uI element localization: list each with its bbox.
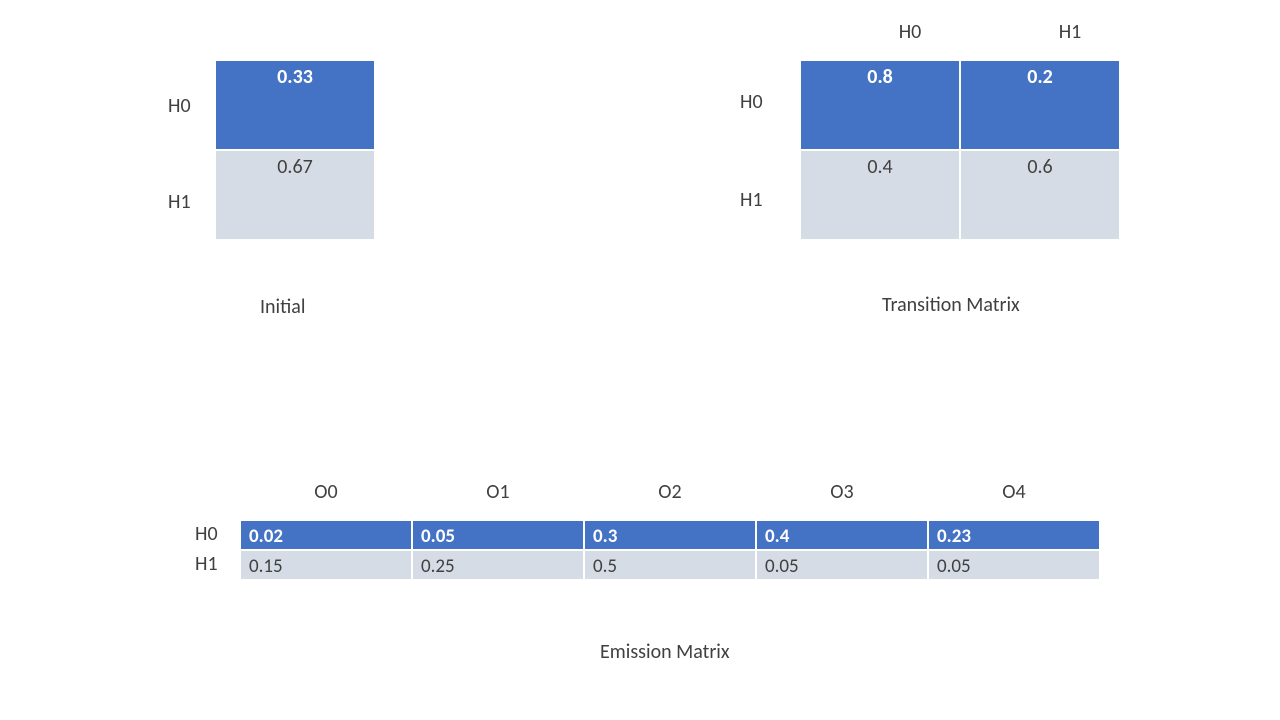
emission-cell-r0c4: 0.23: [928, 520, 1100, 550]
transition-col-label-h1: H1: [990, 20, 1150, 44]
emission-value-r1c0: 0.15: [249, 555, 283, 578]
emission-value-r0c1: 0.05: [421, 525, 455, 548]
transition-value-r1c0: 0.4: [867, 155, 892, 179]
initial-caption: Initial: [260, 295, 305, 319]
initial-value-h0: 0.33: [277, 65, 313, 89]
transition-row-label-h1: H1: [740, 188, 763, 212]
emission-col-label-o3: O3: [756, 480, 928, 504]
emission-value-r1c4: 0.05: [937, 555, 971, 578]
emission-cell-r1c1: 0.25: [412, 550, 584, 580]
transition-value-r0c0: 0.8: [867, 65, 893, 89]
emission-col-label-o0: O0: [240, 480, 412, 504]
emission-cell-r1c2: 0.5: [584, 550, 756, 580]
emission-value-r1c1: 0.25: [421, 555, 455, 578]
emission-caption: Emission Matrix: [600, 640, 730, 664]
emission-cell-r1c3: 0.05: [756, 550, 928, 580]
emission-cell-r1c0: 0.15: [240, 550, 412, 580]
emission-value-r0c4: 0.23: [937, 525, 971, 548]
transition-col-label-h0: H0: [830, 20, 990, 44]
emission-cell-r0c2: 0.3: [584, 520, 756, 550]
transition-cell-r0c0: 0.8: [800, 60, 960, 150]
initial-cell-h1: 0.67: [215, 150, 375, 240]
emission-cell-r0c1: 0.05: [412, 520, 584, 550]
emission-value-r0c3: 0.4: [765, 525, 789, 548]
initial-row-label-h0: H0: [168, 94, 191, 118]
emission-col-label-o2: O2: [584, 480, 756, 504]
emission-value-r1c2: 0.5: [593, 555, 617, 578]
transition-row-label-h0: H0: [740, 90, 763, 114]
transition-cell-r0c1: 0.2: [960, 60, 1120, 150]
emission-row-label-h1: H1: [195, 552, 218, 576]
transition-value-r0c1: 0.2: [1027, 65, 1053, 89]
transition-cell-r1c0: 0.4: [800, 150, 960, 240]
emission-cell-r0c0: 0.02: [240, 520, 412, 550]
emission-col-label-o1: O1: [412, 480, 584, 504]
emission-value-r1c3: 0.05: [765, 555, 799, 578]
emission-value-r0c0: 0.02: [249, 525, 283, 548]
emission-row-label-h0: H0: [195, 522, 218, 546]
transition-cell-r1c1: 0.6: [960, 150, 1120, 240]
initial-value-h1: 0.67: [277, 155, 312, 179]
initial-cell-h0: 0.33: [215, 60, 375, 150]
emission-value-r0c2: 0.3: [593, 525, 617, 548]
emission-col-label-o4: O4: [928, 480, 1100, 504]
emission-cell-r1c4: 0.05: [928, 550, 1100, 580]
initial-row-label-h1: H1: [168, 190, 191, 214]
transition-caption: Transition Matrix: [882, 293, 1020, 317]
emission-cell-r0c3: 0.4: [756, 520, 928, 550]
transition-value-r1c1: 0.6: [1027, 155, 1052, 179]
